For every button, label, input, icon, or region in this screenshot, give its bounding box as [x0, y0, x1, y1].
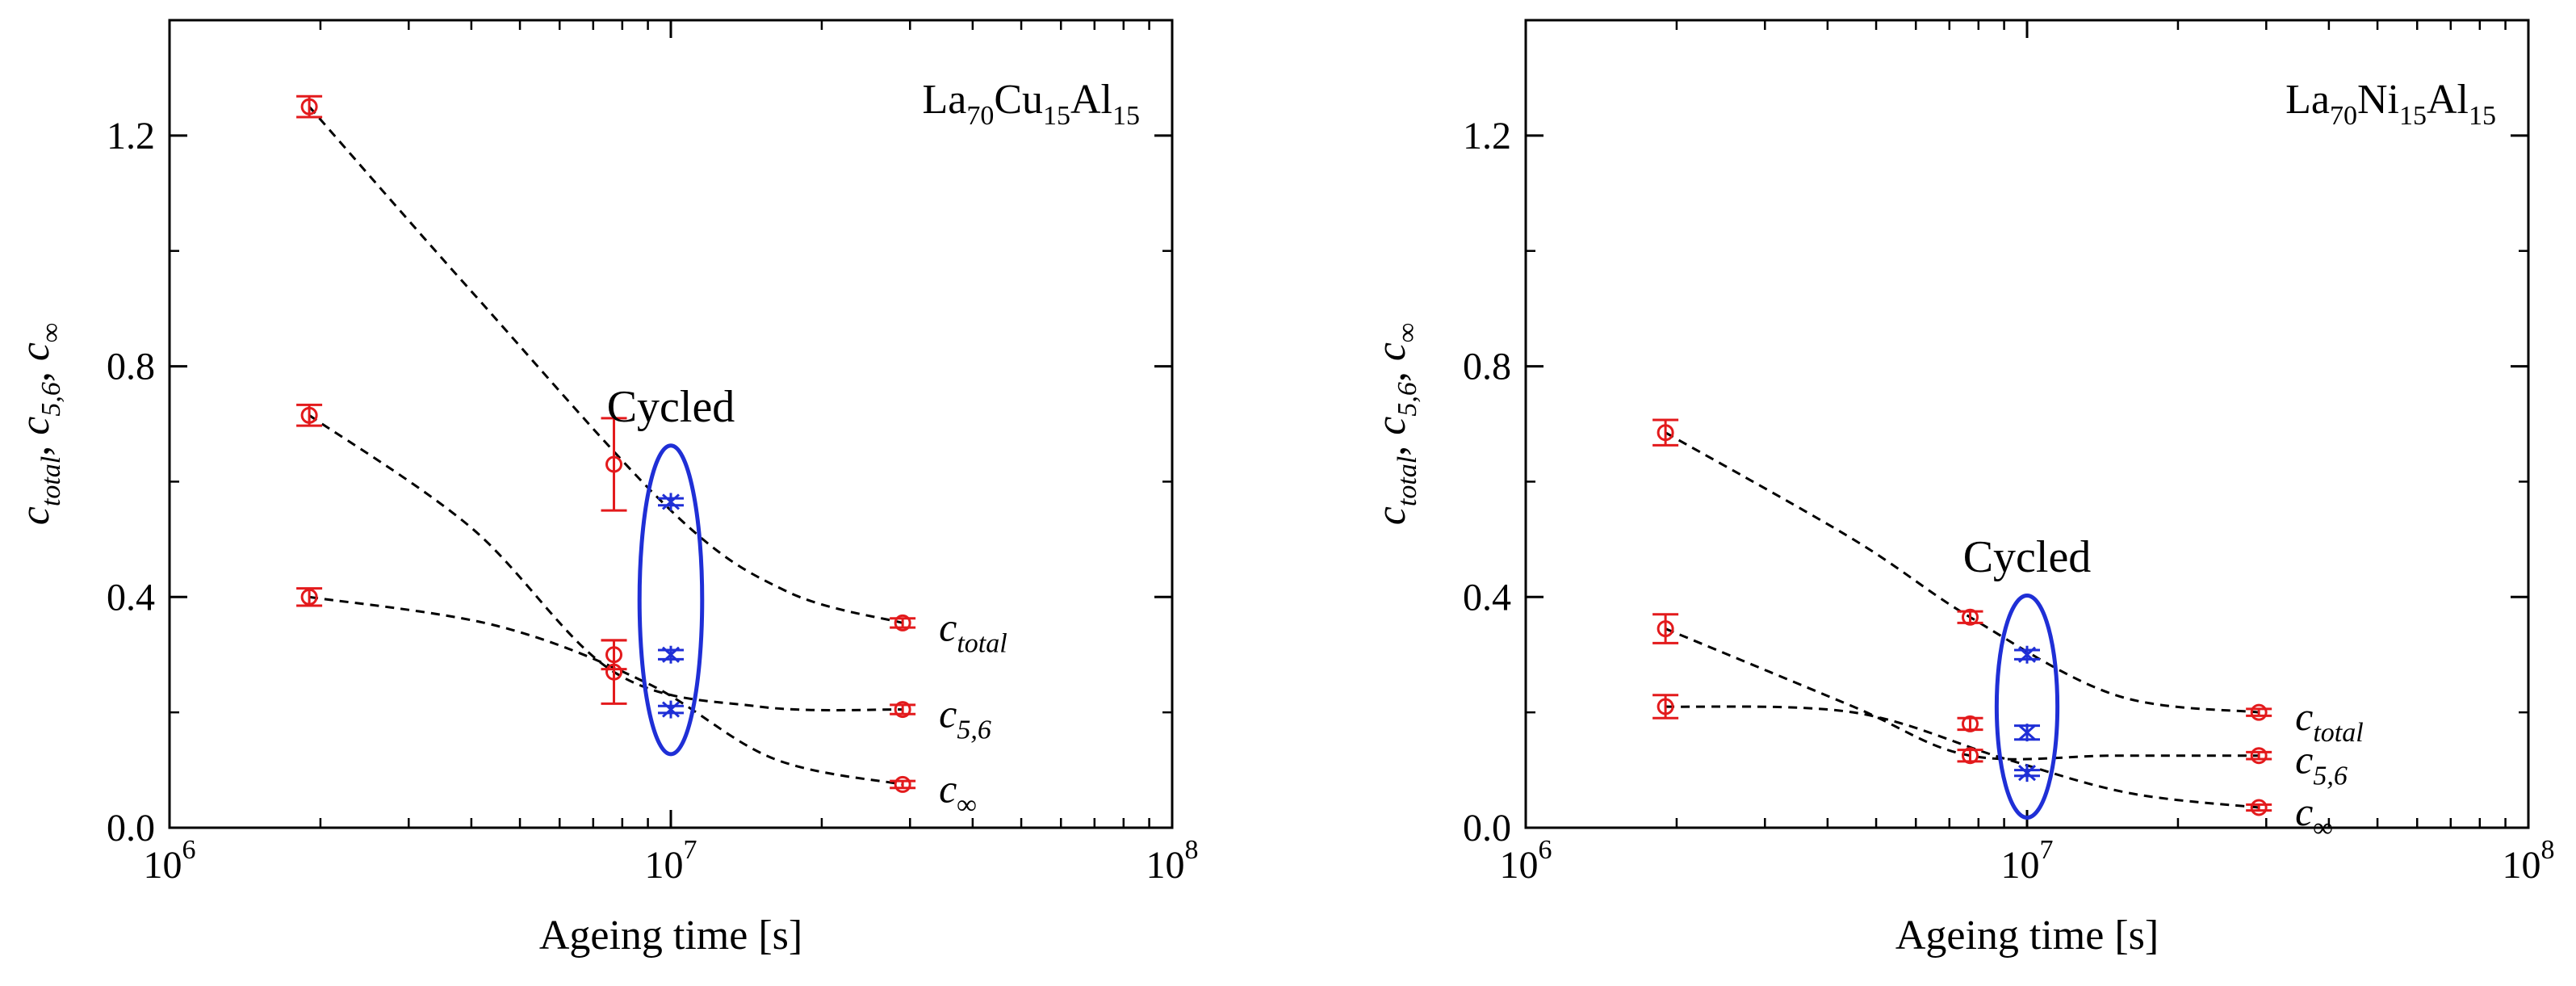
cycled-ellipse — [637, 443, 705, 757]
x-tick-label: 106 — [1500, 835, 1552, 887]
fit-curve-c_inf — [1665, 705, 2260, 809]
curve-label-c_inf: c∞ — [939, 766, 976, 820]
y-tick-label: 0.4 — [107, 576, 155, 619]
cycled-point — [2014, 764, 2040, 783]
cycled-point — [658, 493, 684, 511]
fit-curve-c_5,6 — [308, 414, 903, 711]
data-point-c_5,6 — [1957, 747, 1983, 765]
x-tick-label: 108 — [2503, 835, 2555, 887]
curve-label-c_inf: c∞ — [2295, 789, 2332, 843]
panel-right: 106 107 108 0.0 0.4 0.8 1.2 Ageing time [s] ctot… — [1368, 19, 2555, 959]
data-point-c_inf — [2246, 799, 2272, 816]
composition-label: La70Ni15Al15 — [2285, 77, 2496, 131]
x-axis-label: Ageing time [s] — [1895, 913, 2159, 959]
cycled-ellipse — [1994, 594, 2060, 820]
data-point-c_total — [1652, 418, 1679, 447]
data-point-c_inf — [601, 639, 627, 671]
curve-label-c_5,6: c5,6 — [2295, 737, 2348, 791]
fit-curve-c_total — [1665, 431, 2260, 714]
x-tick-label: 106 — [144, 835, 196, 887]
y-axis-label: ctotal, c5,6, c∞ — [1368, 323, 1422, 525]
data-point-c_5,6 — [1652, 613, 1679, 644]
x-tick-label: 107 — [645, 835, 697, 887]
data-point-c_total — [2246, 703, 2272, 721]
x-tick-label: 107 — [2001, 835, 2054, 887]
y-tick-label: 0.0 — [107, 807, 155, 850]
data-point-c_5,6 — [890, 701, 916, 719]
panel-left: 106 107 108 0.0 0.4 0.8 1.2 Ageing time [s] ctot… — [12, 19, 1199, 959]
y-axis-label: ctotal, c5,6, c∞ — [12, 323, 66, 525]
cycled-label: Cycled — [607, 382, 735, 432]
y-tick-label: 0.8 — [107, 346, 155, 388]
data-point-c_total — [601, 417, 627, 512]
cycled-point — [658, 700, 684, 719]
x-tick-label: 108 — [1146, 835, 1199, 887]
data-point-c_5,6 — [296, 403, 323, 427]
data-point-c_5,6 — [2246, 747, 2272, 765]
data-point-c_inf — [1957, 715, 1983, 732]
x-axis-label: Ageing time [s] — [539, 913, 802, 959]
composition-label: La70Cu15Al15 — [922, 77, 1140, 131]
data-point-c_total — [890, 614, 916, 631]
cycled-point — [2014, 645, 2040, 664]
cycled-point — [658, 645, 684, 664]
x-tick-labels: 106 107 108 — [1500, 835, 2555, 887]
curve-label-c_total: ctotal — [2295, 694, 2364, 748]
curve-label-c_5,6: c5,6 — [939, 691, 991, 745]
x-tick-labels: 106 107 108 — [144, 835, 1199, 887]
data-point-c_inf — [890, 775, 916, 793]
fit-curve-c_5,6 — [1665, 627, 2260, 761]
data-point-c_inf — [1652, 694, 1679, 720]
y-tick-label: 1.2 — [107, 115, 155, 157]
cycled-label: Cycled — [1963, 532, 2092, 582]
data-point-c_total — [296, 94, 323, 119]
data-point-c_total — [1957, 608, 1983, 626]
y-tick-label: 0.4 — [1463, 576, 1511, 619]
y-tick-label: 0.0 — [1463, 807, 1511, 850]
fit-curve-c_inf — [308, 595, 903, 786]
curve-label-c_total: ctotal — [939, 604, 1007, 658]
y-tick-label: 0.8 — [1463, 346, 1511, 388]
data-point-c_inf — [296, 587, 323, 607]
cycled-point — [2014, 724, 2040, 742]
plot-frame — [1524, 19, 2530, 829]
fit-curve-c_total — [308, 106, 903, 624]
y-tick-label: 1.2 — [1463, 115, 1511, 157]
